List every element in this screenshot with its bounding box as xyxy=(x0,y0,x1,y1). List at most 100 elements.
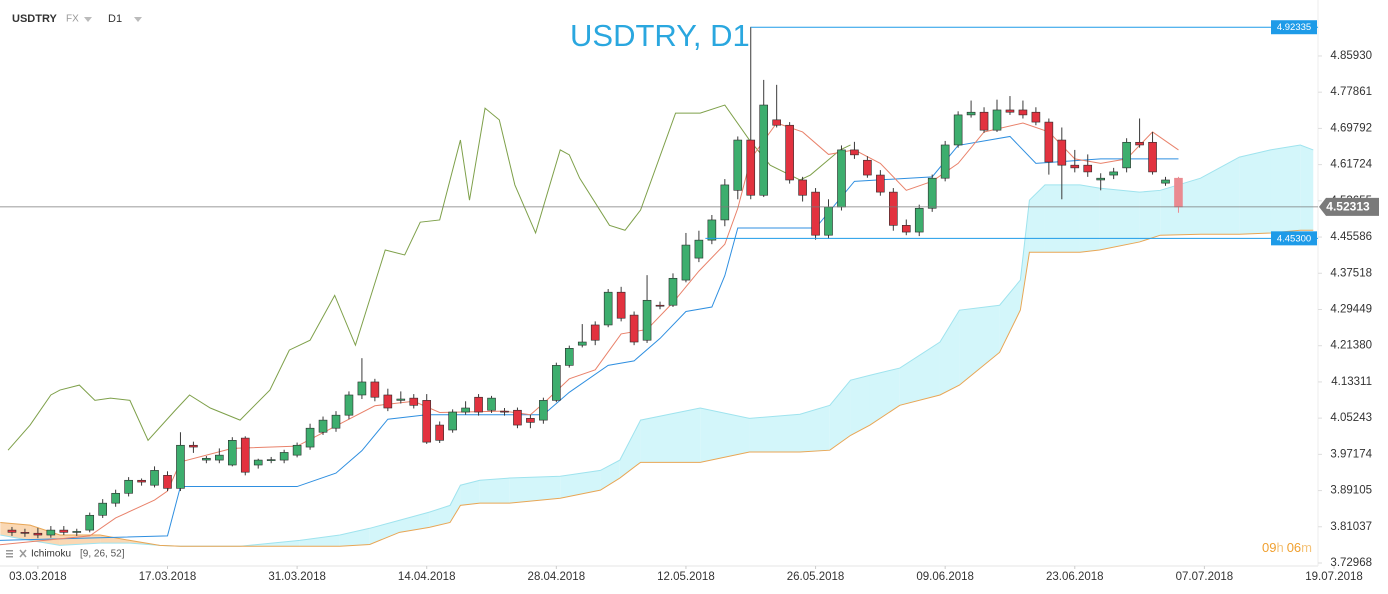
cloud-segment xyxy=(999,280,1021,353)
remove-icon[interactable] xyxy=(19,549,27,558)
countdown-minutes: 06 xyxy=(1287,540,1301,555)
candle-body xyxy=(863,159,872,176)
level-label: 4.45300 xyxy=(1277,233,1311,244)
cloud-segment xyxy=(399,512,430,533)
y-tick-label: 4.77861 xyxy=(1330,86,1372,98)
senkou-span-b xyxy=(0,229,1314,547)
menu-icon[interactable] xyxy=(6,550,13,552)
level-label: 4.92335 xyxy=(1277,22,1311,33)
cloud-segment xyxy=(450,485,461,523)
candle-body xyxy=(124,479,133,494)
candle-body xyxy=(513,409,522,426)
current-price-label: 4.52313 xyxy=(1326,200,1370,214)
timeframe-dropdown[interactable] xyxy=(134,17,142,22)
candle-body xyxy=(772,119,781,126)
candle-body xyxy=(176,444,185,489)
candle-body xyxy=(577,341,587,346)
cloud-segment xyxy=(1099,188,1140,251)
candle-body xyxy=(150,470,159,486)
candle-body xyxy=(33,532,43,536)
x-tick-label: 09.06.2018 xyxy=(916,571,974,583)
cloud-segment xyxy=(479,478,510,504)
candle-body xyxy=(655,304,665,307)
countdown: 09h 06m xyxy=(1262,540,1312,555)
chart-title: USDTRY, D1 xyxy=(570,18,750,53)
candle-body xyxy=(616,291,626,319)
y-tick-label: 3.81037 xyxy=(1330,521,1372,533)
cloud-segment xyxy=(640,408,701,463)
candle-body xyxy=(396,398,406,401)
candle-body xyxy=(1070,164,1080,169)
candle-body xyxy=(305,427,315,448)
candle-body xyxy=(370,381,380,398)
candle-body xyxy=(1044,121,1054,163)
candle-body xyxy=(72,531,82,533)
countdown-hours: 09 xyxy=(1262,540,1276,555)
candle-body xyxy=(707,219,717,241)
candle-body xyxy=(785,124,794,181)
cloud-segment xyxy=(1079,184,1100,253)
indicator-params: [9, 26, 52] xyxy=(80,549,125,560)
candle-body xyxy=(668,277,678,306)
candle-body xyxy=(331,414,341,429)
candle-body xyxy=(1005,109,1015,113)
plot-area xyxy=(0,26,1314,547)
cloud-segment xyxy=(1270,144,1301,233)
x-tick-label: 17.03.2018 xyxy=(139,571,197,583)
cloud-segment xyxy=(1020,200,1030,311)
candle-body xyxy=(992,109,1002,131)
cloud-segment xyxy=(600,460,620,491)
candle-body xyxy=(137,479,146,483)
cloud-segment xyxy=(829,380,851,451)
candle-body xyxy=(59,529,69,533)
cloud-segment xyxy=(1044,184,1080,253)
candle-body xyxy=(228,440,237,466)
cloud-segment xyxy=(339,528,370,547)
x-tick-label: 14.04.2018 xyxy=(398,571,456,583)
candle-body xyxy=(1031,111,1041,123)
y-tick-label: 3.97174 xyxy=(1330,448,1372,460)
candle-body xyxy=(1083,164,1093,173)
cloud-segment xyxy=(939,310,960,395)
market[interactable]: FX xyxy=(66,14,79,25)
x-tick-label: 03.03.2018 xyxy=(9,571,67,583)
timeframe[interactable]: D1 xyxy=(108,13,122,25)
candle-body xyxy=(7,529,17,533)
indicator-legend: Ichimoku [9, 26, 52] xyxy=(6,549,125,560)
cloud-segment xyxy=(1239,149,1271,235)
x-tick-label: 12.05.2018 xyxy=(657,571,715,583)
menu-icon[interactable] xyxy=(6,553,13,555)
cloud-segment xyxy=(560,470,601,499)
candle-body xyxy=(759,104,769,196)
candle-body xyxy=(98,502,107,516)
y-tick-label: 4.85930 xyxy=(1330,50,1372,62)
x-tick-label: 19.07.2018 xyxy=(1305,571,1363,583)
cloud-segment xyxy=(700,408,750,463)
candle-body xyxy=(914,207,924,233)
cloud-segment xyxy=(869,368,900,426)
x-tick-label: 07.07.2018 xyxy=(1176,571,1234,583)
candle-body xyxy=(979,111,989,131)
candle-body xyxy=(539,400,548,421)
x-tick-label: 28.04.2018 xyxy=(528,571,586,583)
candle-body xyxy=(733,139,743,191)
candle-body xyxy=(603,291,613,326)
candle-body xyxy=(357,381,367,396)
menu-icon[interactable] xyxy=(6,556,13,558)
y-tick-label: 4.45586 xyxy=(1330,231,1372,243)
candle-body xyxy=(1018,109,1028,116)
candle-body xyxy=(266,459,276,461)
symbol[interactable]: USDTRY xyxy=(12,13,57,25)
cloud-segment xyxy=(959,305,1000,386)
x-tick-label: 26.05.2018 xyxy=(787,571,845,583)
candle-body xyxy=(1161,179,1170,184)
candle-body xyxy=(824,206,833,236)
candle-body xyxy=(240,437,250,473)
candle-body xyxy=(163,475,172,489)
y-tick-label: 4.13311 xyxy=(1331,376,1372,388)
market-dropdown[interactable] xyxy=(84,17,92,22)
cloud-segment xyxy=(899,342,940,406)
candle-body xyxy=(215,454,224,461)
